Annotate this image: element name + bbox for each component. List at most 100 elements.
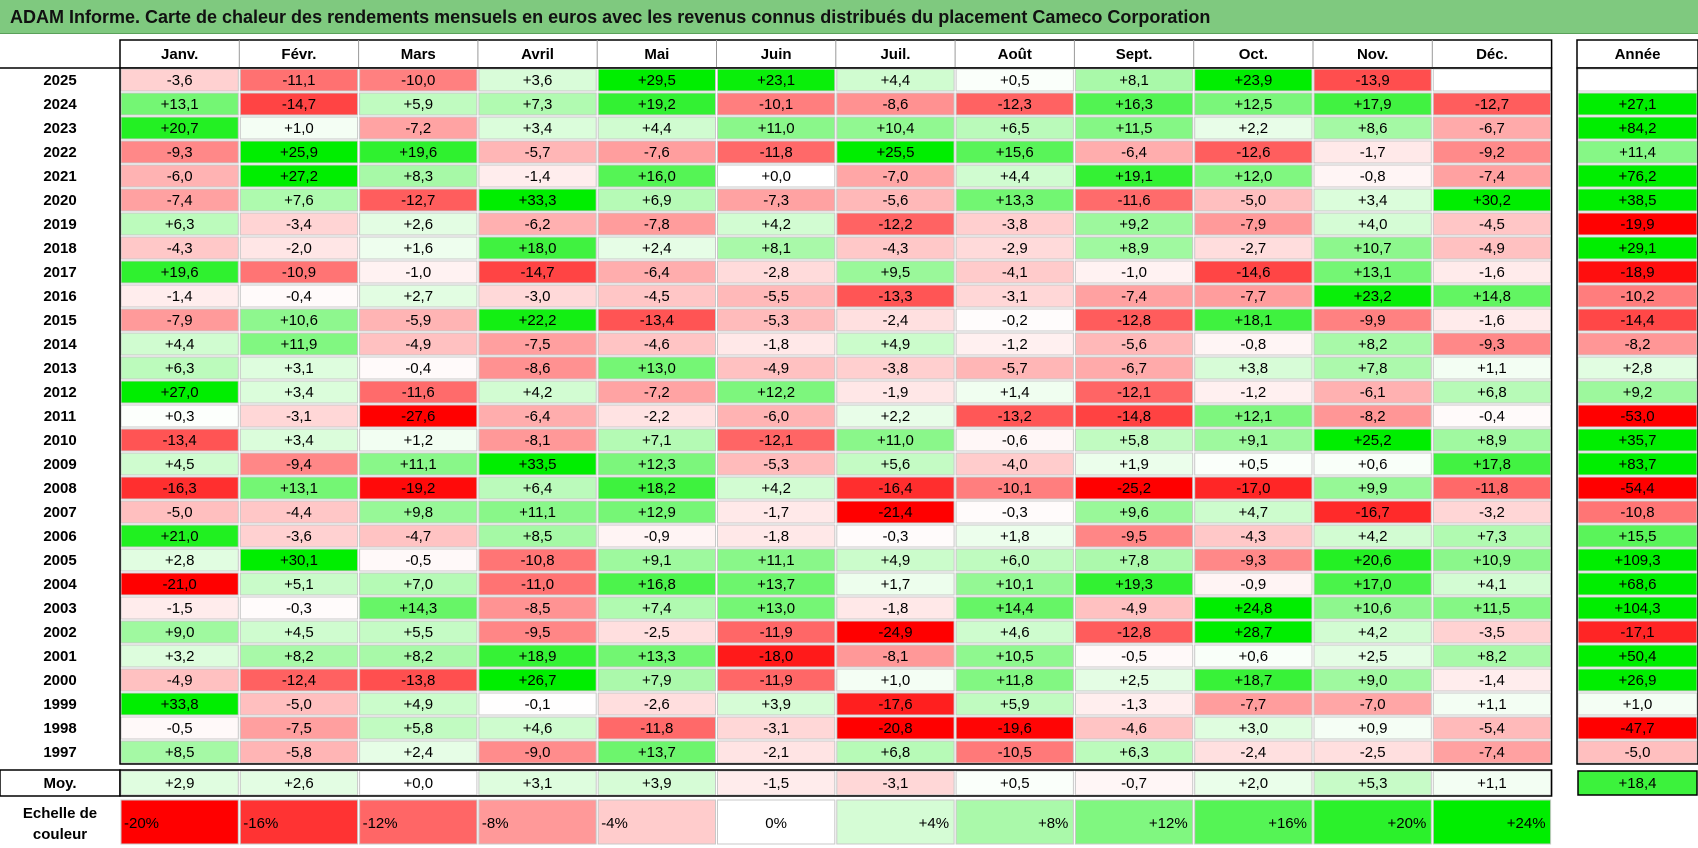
heat-cell [239, 212, 359, 236]
cell-value: -11,9 [760, 672, 793, 689]
cell-value: -2,4 [883, 312, 909, 329]
heat-cell [478, 548, 597, 572]
annual-cell [1577, 524, 1698, 548]
heat-cell [1194, 68, 1313, 92]
heat-cell [1432, 716, 1552, 740]
heat-cell [597, 476, 717, 500]
heat-cell [717, 188, 836, 212]
annual-value: -19,9 [1620, 216, 1654, 233]
heat-cell [955, 644, 1074, 668]
cell-value: +10,9 [1473, 552, 1511, 569]
cell-value: +6,0 [1000, 552, 1030, 569]
cell-value: -5,7 [525, 144, 551, 161]
cell-value: -16,7 [1356, 504, 1390, 521]
heat-cell [955, 548, 1074, 572]
cell-value: -27,6 [401, 408, 435, 425]
cell-value: -14,7 [520, 264, 554, 281]
heat-cell [1432, 644, 1552, 668]
cell-value: -5,0 [1240, 192, 1266, 209]
cell-value: +3,4 [523, 120, 553, 137]
annual-cell [1577, 452, 1698, 476]
cell-value: -12,2 [878, 216, 912, 233]
heat-cell [1194, 620, 1313, 644]
cell-value: -12,7 [1475, 96, 1509, 113]
cell-value: +2,5 [1358, 648, 1388, 665]
cell-value: -13,8 [401, 672, 435, 689]
heat-cell [597, 164, 717, 188]
heat-cell [1313, 476, 1432, 500]
cell-value: +7,3 [1477, 528, 1507, 545]
heat-cell [120, 380, 239, 404]
heat-cell [836, 524, 955, 548]
heat-cell [955, 140, 1074, 164]
cell-value: -4,0 [1002, 456, 1028, 473]
heat-cell [955, 188, 1074, 212]
scale-tick-label: +16% [1268, 815, 1307, 832]
cell-value: +12,5 [1234, 96, 1272, 113]
cell-value: +7,1 [642, 432, 672, 449]
cell-value: -9,0 [525, 744, 551, 761]
cell-value: -1,4 [1479, 672, 1505, 689]
avg-value: +0,0 [403, 775, 433, 792]
heat-cell [836, 572, 955, 596]
cell-value: -0,5 [405, 552, 431, 569]
heat-cell [1194, 92, 1313, 116]
annual-cell [1577, 164, 1698, 188]
cell-value: +9,0 [165, 624, 195, 641]
cell-value: +9,0 [1358, 672, 1388, 689]
year-label: 2019 [43, 216, 76, 233]
heat-cell [478, 452, 597, 476]
heat-cell [120, 644, 239, 668]
heat-cell [239, 164, 359, 188]
avg-cell [1313, 770, 1432, 796]
cell-value: +19,6 [161, 264, 199, 281]
heat-cell [955, 260, 1074, 284]
cell-value: +1,4 [1000, 384, 1030, 401]
cell-value: +11,1 [400, 456, 437, 473]
scale-swatch [597, 799, 717, 845]
heat-cell [717, 140, 836, 164]
heat-cell [955, 428, 1074, 452]
annual-value: -14,4 [1620, 312, 1654, 329]
heat-cell [478, 164, 597, 188]
heat-cell [597, 68, 717, 92]
cell-value: +3,4 [284, 384, 314, 401]
annual-cell [1577, 68, 1698, 92]
heat-cell [120, 116, 239, 140]
heat-cell [717, 308, 836, 332]
cell-value: -5,7 [1002, 360, 1028, 377]
cell-value: +1,1 [1477, 696, 1507, 713]
cell-value: -3,8 [883, 360, 909, 377]
heat-cell [120, 260, 239, 284]
year-label: 2022 [43, 144, 76, 161]
heat-cell [1074, 260, 1194, 284]
cell-value: +12,1 [1234, 408, 1272, 425]
cell-value: +23,9 [1234, 72, 1272, 89]
heat-cell [955, 308, 1074, 332]
year-label: 2016 [43, 288, 76, 305]
heat-cell [1074, 644, 1194, 668]
annual-cell [1577, 356, 1698, 380]
annual-cell [1577, 572, 1698, 596]
annual-cell [1577, 716, 1698, 740]
cell-value: +8,2 [284, 648, 314, 665]
scale-tick-label: +20% [1388, 815, 1427, 832]
heat-cell [1432, 548, 1552, 572]
cell-value: +4,2 [761, 480, 791, 497]
avg-value: +3,1 [523, 775, 553, 792]
cell-value: -7,2 [644, 384, 670, 401]
heat-cell [955, 212, 1074, 236]
heat-cell [120, 692, 239, 716]
cell-value: -3,1 [286, 408, 312, 425]
cell-value: -9,9 [1360, 312, 1386, 329]
cell-value: +4,2 [1358, 528, 1388, 545]
cell-value: +7,9 [642, 672, 672, 689]
cell-value: +16,8 [638, 576, 676, 593]
cell-value: +8,5 [165, 744, 195, 761]
cell-value: +4,5 [165, 456, 195, 473]
annual-cell [1577, 380, 1698, 404]
annual-value: +11,4 [1619, 144, 1656, 161]
heat-cell [1313, 140, 1432, 164]
cell-value: -21,0 [163, 576, 197, 593]
heat-cell [836, 428, 955, 452]
